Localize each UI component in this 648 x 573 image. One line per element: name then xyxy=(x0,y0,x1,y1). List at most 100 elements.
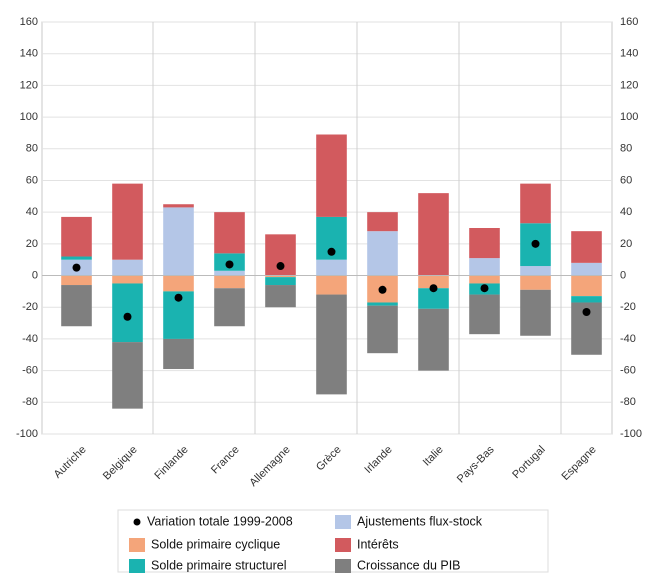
legend-label: Solde primaire structurel xyxy=(151,558,286,572)
x-tick-label: Finlande xyxy=(152,444,190,482)
y-tick-label: 120 xyxy=(20,79,38,91)
bar-segment xyxy=(316,294,347,395)
bar-segment xyxy=(571,296,602,303)
bar-segment xyxy=(61,216,92,257)
total-dot xyxy=(327,247,336,256)
y-tick-label: 140 xyxy=(20,48,38,60)
bar-segment xyxy=(418,308,449,371)
y2-tick-label: 100 xyxy=(620,111,638,123)
bar-segment xyxy=(469,228,500,259)
y2-tick-label: 0 xyxy=(620,269,626,281)
x-tick-label: Italie xyxy=(421,444,446,469)
bar-segment xyxy=(571,262,602,276)
y-tick-label: 60 xyxy=(26,174,38,186)
total-dot xyxy=(174,293,183,302)
y-tick-label: -40 xyxy=(22,333,38,345)
legend-box xyxy=(117,509,549,573)
bar-segment xyxy=(112,342,143,409)
x-tick-label: Pays-Bas xyxy=(455,443,497,485)
bar-segment xyxy=(214,270,245,276)
legend-label: Croissance du PIB xyxy=(357,558,461,572)
total-dot xyxy=(378,285,387,294)
bar-segment xyxy=(520,266,551,276)
bar-segment xyxy=(571,275,602,297)
bar-segment xyxy=(571,231,602,263)
y2-tick-label: 160 xyxy=(620,16,638,28)
legend-label: Variation totale 1999-2008 xyxy=(147,514,293,528)
legend: Variation totale 1999-2008 Solde primaire… xyxy=(117,509,549,573)
y-tick-label: 40 xyxy=(26,206,38,218)
x-tick-label: Belgique xyxy=(101,444,140,483)
bar-segment xyxy=(163,204,194,208)
bar-segment xyxy=(520,275,551,290)
bar-segment xyxy=(163,338,194,370)
y2-tick-label: 80 xyxy=(620,143,632,155)
total-dot xyxy=(480,284,489,293)
y2-tick-label: 20 xyxy=(620,238,632,250)
bar-segment xyxy=(214,212,245,254)
y-tick-label: 20 xyxy=(26,238,38,250)
y-tick-label: 100 xyxy=(20,111,38,123)
y2-tick-label: -60 xyxy=(620,365,636,377)
total-dot xyxy=(531,239,540,248)
bar-segment xyxy=(265,277,296,286)
x-tick-label: Irlande xyxy=(362,444,394,476)
x-tick-label: France xyxy=(209,444,242,477)
bar-segment xyxy=(112,275,143,284)
bar-segment xyxy=(214,288,245,327)
bar-segment xyxy=(265,275,296,278)
x-tick-label: Autriche xyxy=(52,444,89,481)
bar-segment xyxy=(316,275,347,295)
bar-segment xyxy=(520,183,551,224)
total-dot xyxy=(582,307,591,316)
y2-tick-label: 120 xyxy=(620,79,638,91)
y2-tick-label: 40 xyxy=(620,206,632,218)
bar-segment xyxy=(61,275,92,286)
y-tick-label: -80 xyxy=(22,396,38,408)
bar-segment xyxy=(367,212,398,232)
bar-segment xyxy=(469,275,500,284)
y2-tick-label: -100 xyxy=(620,428,642,440)
y2-tick-label: 60 xyxy=(620,174,632,186)
bar-segment xyxy=(469,294,500,335)
y-tick-label: 80 xyxy=(26,143,38,155)
bar-segment xyxy=(367,302,398,306)
legend-swatch xyxy=(129,538,145,552)
bar-segment xyxy=(112,259,143,276)
legend-label: Intérêts xyxy=(357,537,399,551)
x-tick-label: Grèce xyxy=(314,444,344,474)
bar-segment xyxy=(418,288,449,309)
legend-marker xyxy=(133,518,141,526)
bar-segment xyxy=(316,259,347,276)
y-tick-label: 0 xyxy=(32,269,38,281)
bar-segment xyxy=(61,256,92,260)
bar-segment xyxy=(367,305,398,354)
total-dot xyxy=(72,263,81,272)
total-dot xyxy=(429,284,438,293)
bar-segment xyxy=(112,183,143,260)
legend-label: Ajustements flux-stock xyxy=(357,514,483,528)
total-dot xyxy=(123,312,132,321)
bar-segment xyxy=(214,275,245,289)
total-dot xyxy=(225,260,234,269)
legend-swatch xyxy=(335,559,351,573)
legend-label: Solde primaire cyclique xyxy=(151,537,280,551)
y2-tick-label: -40 xyxy=(620,333,636,345)
x-tick-label: Allemagne xyxy=(247,444,292,489)
legend-swatch xyxy=(129,559,145,573)
y2-tick-label: -20 xyxy=(620,301,636,313)
bar-segment xyxy=(163,275,194,292)
bar-segment xyxy=(316,134,347,217)
y-tick-label: -20 xyxy=(22,301,38,313)
legend-swatch xyxy=(335,515,351,529)
y-tick-label: 160 xyxy=(20,16,38,28)
y2-tick-label: -80 xyxy=(620,396,636,408)
bar-segment xyxy=(61,285,92,327)
legend-swatch xyxy=(335,538,351,552)
y2-tick-label: 140 xyxy=(620,48,638,60)
y-tick-label: -100 xyxy=(16,428,38,440)
bar-segment xyxy=(469,258,500,276)
bar-segment xyxy=(163,207,194,276)
bar-segment xyxy=(265,285,296,308)
bar-segment xyxy=(418,193,449,276)
